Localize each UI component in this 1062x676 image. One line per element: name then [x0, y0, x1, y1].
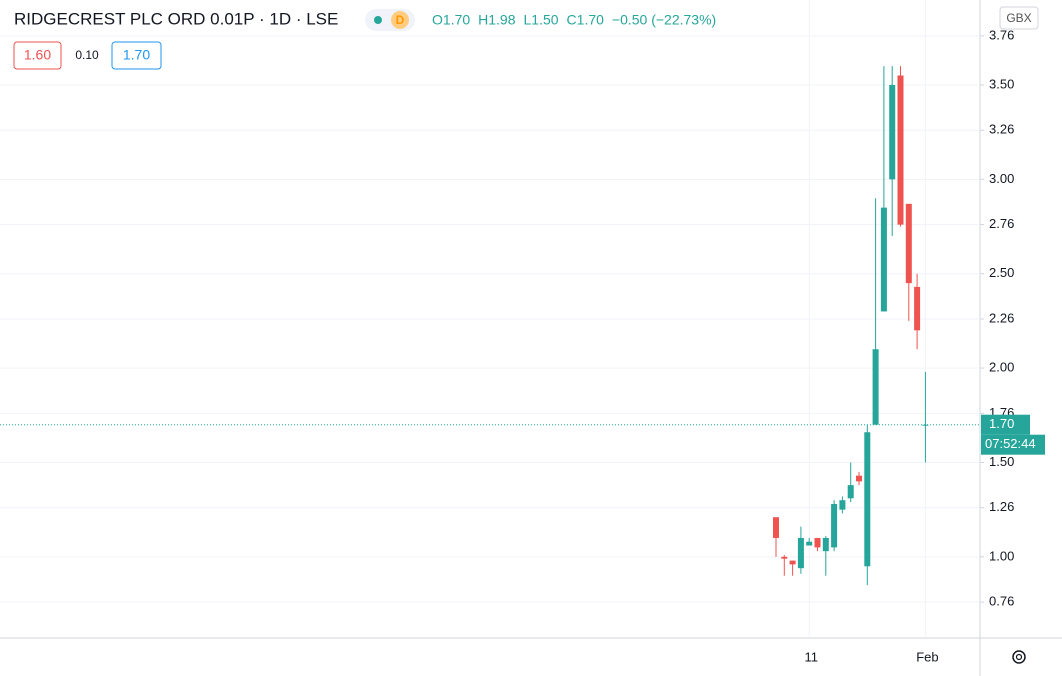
- candle-body: [789, 560, 796, 565]
- gear: [1012, 650, 1026, 664]
- buy-price[interactable]: 1.70: [123, 47, 150, 63]
- y-tick-label: 2.00: [989, 360, 1014, 375]
- candle-body: [897, 75, 904, 225]
- ohlc-value: −0.50 (−22.73%): [612, 12, 716, 28]
- candle-body: [822, 537, 829, 552]
- candle-body: [781, 556, 788, 559]
- symbol-title: RIDGECREST PLC ORD 0.01P · 1D · LSE: [14, 9, 338, 28]
- badge: [391, 11, 409, 29]
- candle-body: [814, 537, 821, 548]
- y-tick-label: 1.50: [989, 454, 1014, 469]
- candle-body: [773, 517, 779, 538]
- candle-body: [889, 84, 896, 180]
- candle-body: [905, 203, 912, 284]
- candle-body: [872, 349, 879, 425]
- y-tick-label: 2.76: [989, 216, 1014, 231]
- countdown-label: 07:52:44: [985, 436, 1036, 451]
- candle-body: [856, 475, 862, 482]
- ohlc-value: L1.50: [524, 12, 559, 28]
- status-dot: [374, 16, 382, 24]
- candle-body: [914, 286, 921, 331]
- interval-badge: D: [396, 13, 405, 27]
- candle-body: [880, 207, 887, 312]
- candle-body: [847, 485, 854, 499]
- ohlc-value: C1.70: [567, 12, 605, 28]
- plot: 0.761.001.261.501.762.002.262.502.763.00…: [0, 27, 1045, 664]
- y-tick-label: 2.26: [989, 310, 1014, 325]
- candle-body: [864, 432, 871, 567]
- candle-body: [839, 500, 846, 510]
- spread: 0.10: [75, 48, 99, 62]
- y-tick-label: 1.26: [989, 499, 1014, 514]
- x-tick-label: Feb: [916, 649, 938, 664]
- ohlc-value: H1.98: [478, 12, 516, 28]
- currency-box[interactable]: [999, 6, 1039, 30]
- y-tick-label: 0.76: [989, 594, 1014, 609]
- y-tick-label: 3.50: [989, 76, 1014, 91]
- last-price-label: 1.70: [989, 416, 1014, 431]
- ohlc-legend: O1.70 H1.98 L1.50 C1.70 −0.50 (−22.73%): [432, 12, 716, 28]
- y-tick-label: 3.76: [989, 27, 1014, 42]
- buy-button[interactable]: [111, 41, 162, 70]
- candle-body: [831, 503, 838, 548]
- candle-body: [922, 424, 929, 426]
- currency: GBX: [1006, 11, 1031, 25]
- settings-icon[interactable]: [1012, 650, 1026, 664]
- last-price-tag: [981, 414, 1030, 435]
- candle-body: [806, 541, 813, 546]
- y-tick-label: 1.00: [989, 548, 1014, 563]
- ohlc-value: O1.70: [432, 12, 470, 28]
- gear-hub: [1015, 653, 1023, 661]
- y-tick-label: 2.50: [989, 265, 1014, 280]
- y-tick-label: 3.00: [989, 171, 1014, 186]
- y-tick-label: 3.26: [989, 122, 1014, 137]
- grid: [0, 0, 980, 638]
- x-tick-label: 11: [804, 649, 818, 664]
- countdown-tag: [981, 434, 1045, 455]
- candle-body: [797, 537, 804, 569]
- sell-price[interactable]: 1.60: [24, 47, 51, 63]
- sell-button[interactable]: [13, 41, 62, 70]
